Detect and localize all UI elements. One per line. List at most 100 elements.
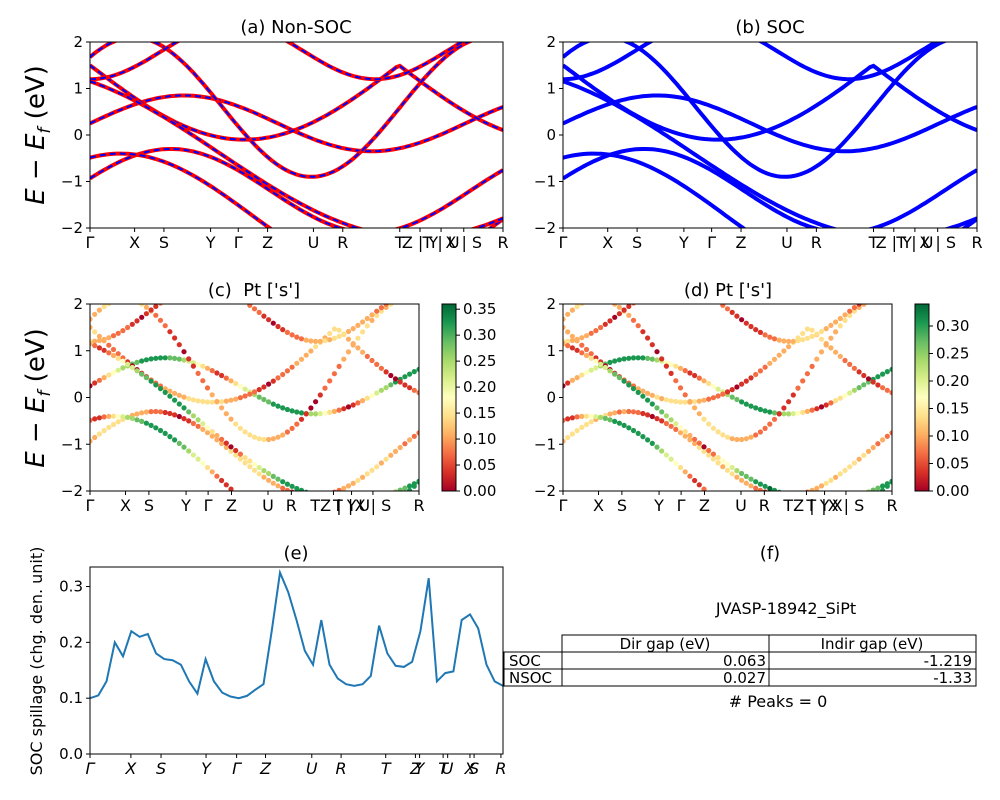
scatter-point bbox=[669, 283, 674, 288]
scatter-point bbox=[364, 471, 370, 477]
scatter-point bbox=[574, 347, 580, 353]
scatter-point bbox=[355, 335, 361, 341]
scatter-point bbox=[696, 398, 702, 404]
scatter-point bbox=[346, 530, 351, 535]
band-line bbox=[563, 42, 948, 179]
colorbar-tick-label: 0.05 bbox=[463, 456, 496, 474]
scatter-point bbox=[407, 297, 412, 302]
scatter-point bbox=[795, 338, 801, 344]
table-subtitle: JVASP-18942_SiPt bbox=[715, 599, 856, 619]
scatter-point bbox=[96, 333, 102, 339]
scatter-point bbox=[861, 298, 866, 303]
x-tick-label: Γ bbox=[707, 233, 716, 252]
scatter-point bbox=[242, 429, 248, 435]
scatter-point bbox=[607, 318, 613, 324]
scatter-point bbox=[603, 298, 608, 303]
scatter-point bbox=[753, 432, 759, 438]
scatter-point bbox=[369, 393, 375, 399]
colorbar-tick-label: 0.00 bbox=[936, 482, 969, 500]
scatter-point bbox=[654, 357, 660, 363]
scatter-point bbox=[341, 331, 347, 337]
scatter-point bbox=[781, 405, 787, 411]
scatter-point bbox=[758, 527, 763, 532]
bands bbox=[563, 42, 977, 228]
scatter-point bbox=[190, 452, 196, 458]
gap-table: JVASP-18942_SiPt Dir gap (eV) Indir gap … bbox=[503, 599, 977, 711]
scatter-point bbox=[219, 440, 225, 447]
scatter-point bbox=[696, 444, 702, 450]
scatter-point bbox=[833, 524, 838, 529]
scatter-point bbox=[744, 520, 749, 525]
scatter-point bbox=[630, 386, 637, 392]
x-tick-label: Γ bbox=[559, 496, 568, 515]
x-tick-label: Z bbox=[262, 233, 273, 252]
scatter-point bbox=[720, 503, 725, 508]
scatter-point bbox=[364, 323, 370, 329]
scatter-point bbox=[242, 393, 248, 399]
scatter-point bbox=[804, 371, 811, 377]
scatter-point bbox=[209, 433, 215, 439]
scatter-point bbox=[120, 328, 126, 334]
scatter-point bbox=[729, 471, 735, 477]
x-tick-label: X bbox=[124, 759, 137, 778]
scatter-point bbox=[635, 409, 641, 416]
scatter-point bbox=[143, 357, 149, 363]
x-tick-label: R bbox=[971, 233, 982, 252]
scatter-point bbox=[607, 359, 613, 365]
scatter-point bbox=[223, 398, 229, 404]
scatter-point bbox=[767, 485, 773, 491]
scatter-point bbox=[734, 436, 740, 443]
scatter-point bbox=[875, 374, 881, 380]
scatter-point bbox=[181, 349, 187, 355]
scatter-point bbox=[90, 341, 93, 347]
scatter-point bbox=[598, 361, 604, 367]
scatter-point bbox=[383, 456, 389, 462]
scatter-point bbox=[865, 448, 872, 454]
scatter-point bbox=[289, 425, 295, 431]
scatter-point bbox=[795, 410, 801, 416]
scatter-point bbox=[673, 363, 679, 369]
y-tick-label: 1 bbox=[73, 80, 83, 98]
scatter-point bbox=[762, 425, 768, 431]
scatter-point bbox=[393, 500, 398, 505]
x-tick-label: S bbox=[617, 496, 627, 515]
scatter-point bbox=[247, 464, 253, 470]
scatter-point bbox=[247, 503, 252, 508]
scatter-point bbox=[284, 487, 290, 491]
scatter-point bbox=[574, 375, 580, 381]
scatter-point bbox=[767, 409, 773, 415]
y-tick-label: 0 bbox=[546, 126, 556, 144]
scatter-point bbox=[640, 410, 646, 417]
scatter-point bbox=[110, 352, 117, 359]
scatter-point bbox=[851, 305, 858, 311]
scatter-point bbox=[809, 487, 815, 491]
scatter-point bbox=[92, 434, 98, 441]
scatter-point bbox=[294, 485, 300, 491]
band-line bbox=[563, 147, 977, 228]
colorbar-tick-label: 0.20 bbox=[936, 372, 969, 390]
scatter-point bbox=[659, 448, 665, 454]
scatter-point bbox=[163, 297, 168, 302]
scatter-point bbox=[200, 421, 206, 427]
scatter-point bbox=[649, 413, 655, 420]
scatter-point bbox=[565, 311, 571, 317]
scatter-point bbox=[331, 371, 337, 377]
scatter-point bbox=[800, 535, 805, 540]
scatter-point bbox=[219, 372, 225, 379]
scatter-point bbox=[645, 437, 651, 443]
scatter-point bbox=[110, 413, 117, 419]
scatter-point bbox=[176, 342, 182, 348]
scatter-point bbox=[90, 324, 93, 330]
scatter-point bbox=[204, 425, 211, 431]
scatter-point bbox=[757, 487, 763, 491]
scatter-point bbox=[398, 298, 403, 303]
scatter-point bbox=[242, 460, 248, 466]
scatter-point bbox=[256, 394, 262, 400]
scatter-point bbox=[739, 470, 745, 477]
band-line bbox=[90, 42, 464, 81]
scatter-point bbox=[190, 397, 196, 403]
scatter-point bbox=[729, 309, 735, 315]
scatter-point bbox=[833, 349, 839, 355]
colorbar-tick-label: 0.05 bbox=[936, 455, 969, 473]
scatter-point bbox=[659, 396, 665, 402]
